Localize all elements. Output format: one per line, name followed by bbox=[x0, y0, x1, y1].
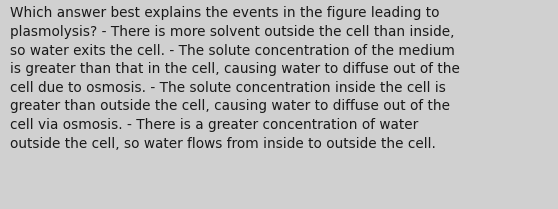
Text: Which answer best explains the events in the figure leading to
plasmolysis? - Th: Which answer best explains the events in… bbox=[10, 6, 460, 151]
